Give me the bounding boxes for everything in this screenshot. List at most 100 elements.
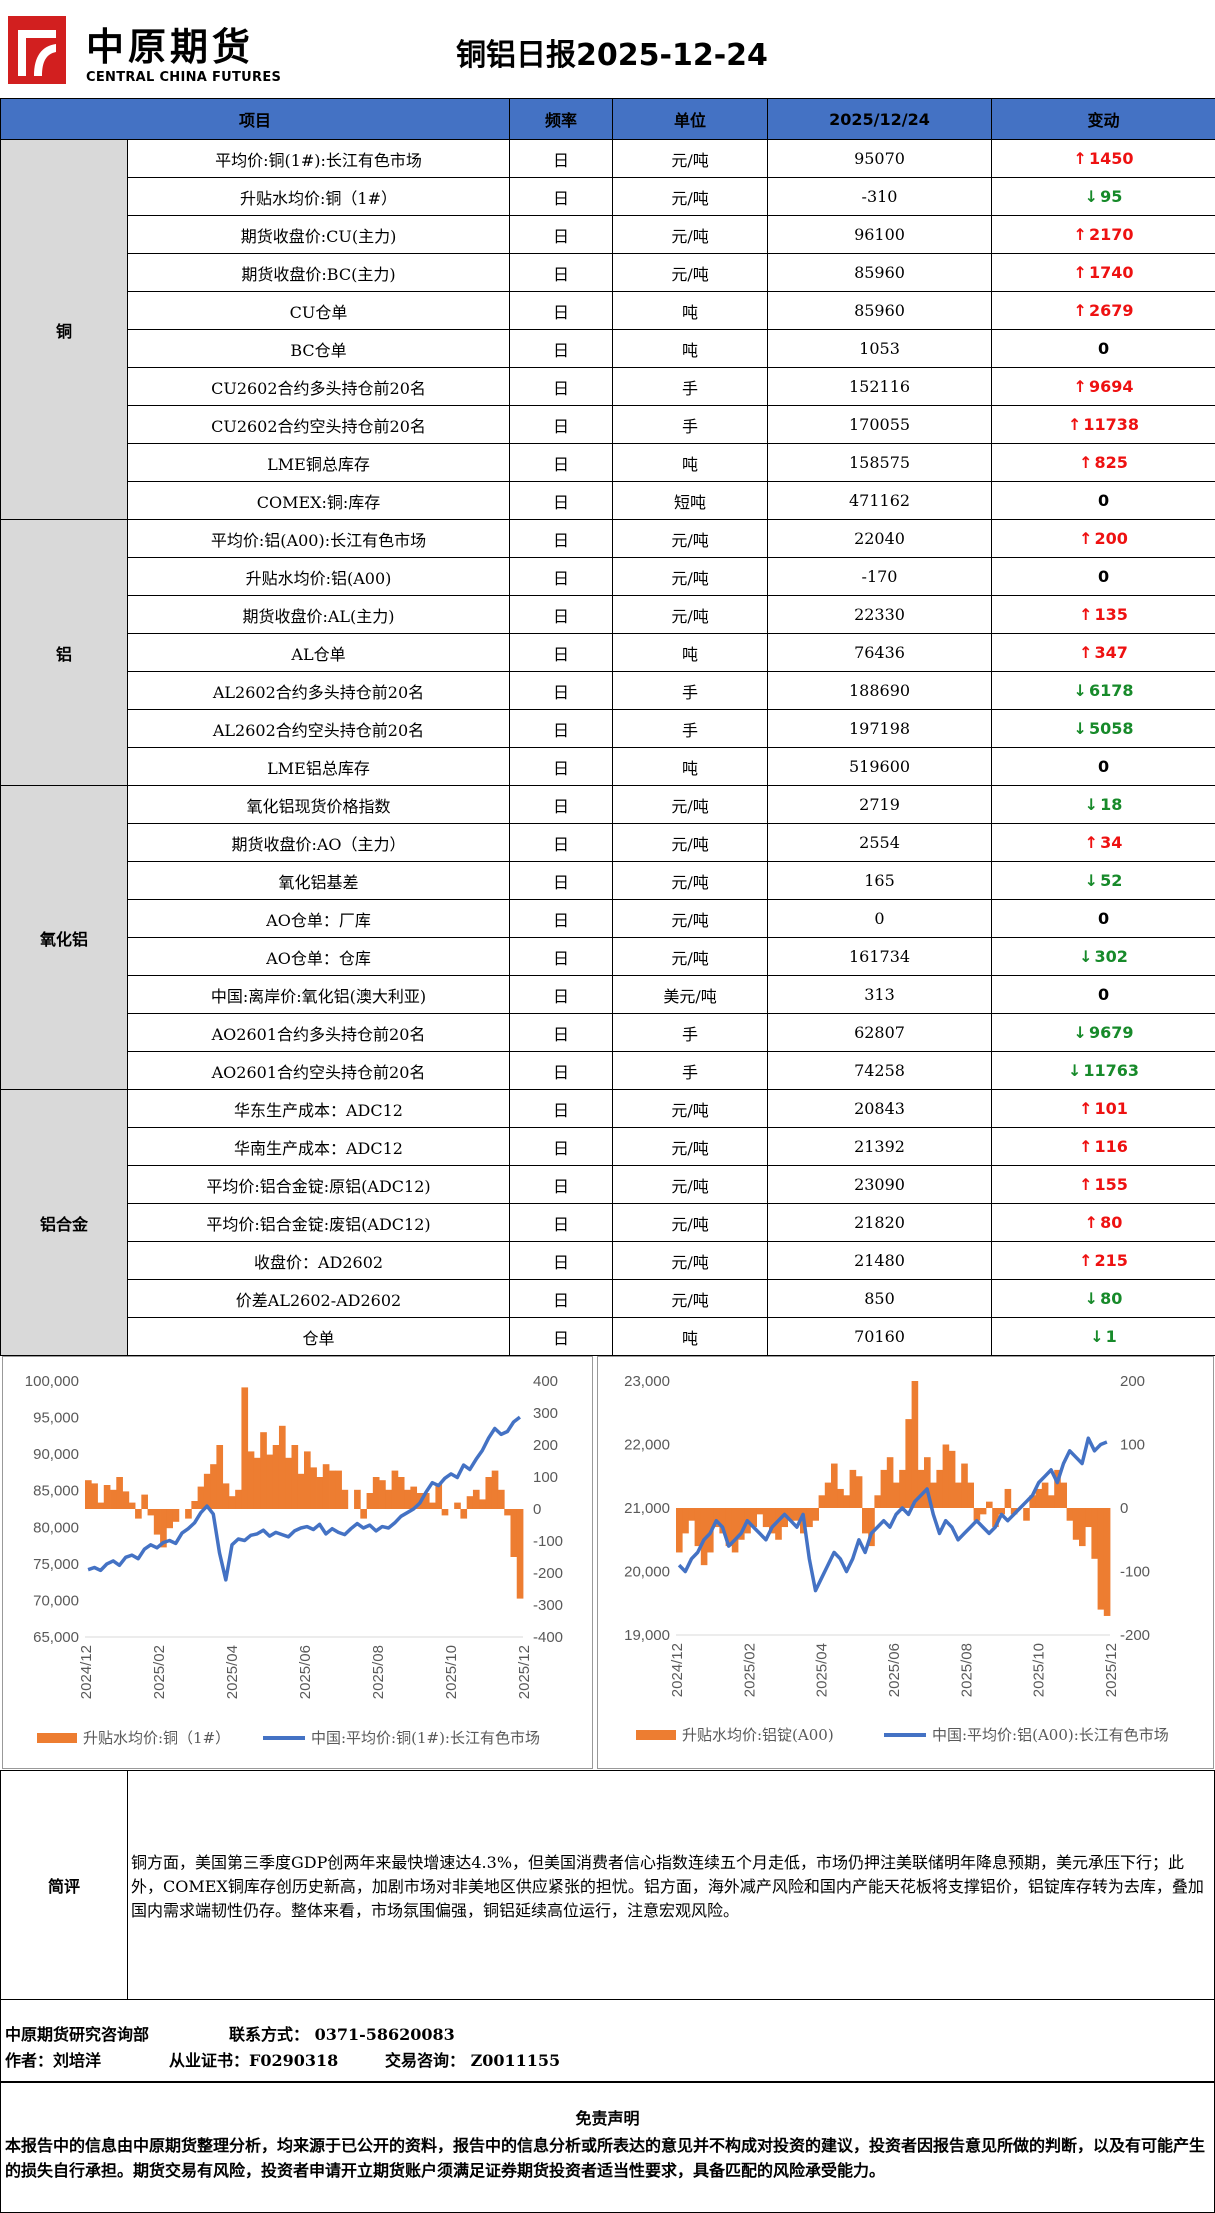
bar-mark: [272, 1445, 280, 1509]
disclaimer-text: 本报告中的信息由中原期货整理分析，均来源于已公开的资料，报告中的信息分析或所表达…: [5, 2136, 1206, 2180]
change-value: 135: [1094, 605, 1128, 624]
table-header-row: 项目 频率 单位 2025/12/24 变动: [0, 98, 1215, 140]
change-cell: ↑ 101: [991, 1089, 1215, 1128]
item-cell: 华南生产成本：ADC12: [126, 1127, 511, 1166]
x-tick-label: 2025/06: [886, 1643, 903, 1697]
change-cell: ↑ 347: [991, 633, 1215, 672]
item-cell: LME铝总库存: [126, 747, 511, 786]
logo-icon: [8, 16, 66, 84]
unit-cell: 元/吨: [612, 1279, 769, 1318]
bar-mark: [787, 1508, 795, 1521]
item-cell: 期货收盘价:CU(主力): [126, 215, 511, 254]
value-cell: 161734: [767, 937, 993, 976]
freq-cell: 日: [509, 709, 614, 748]
legend-label-line: 中国:平均价:铜(1#):长江有色市场: [311, 1729, 540, 1747]
bar-mark: [812, 1508, 819, 1521]
item-cell: AL2602合约多头持仓前20名: [126, 671, 511, 710]
bar-mark: [504, 1509, 511, 1516]
y-left-tick-label: 19,000: [624, 1627, 670, 1644]
unit-cell: 吨: [612, 747, 769, 786]
item-cell: 平均价:铜(1#):长江有色市场: [126, 139, 511, 178]
change-value: 302: [1094, 947, 1128, 966]
y-right-tick-label: -200: [1120, 1627, 1150, 1644]
bar-mark: [422, 1493, 430, 1509]
bar-mark: [930, 1482, 937, 1508]
commentary-label: 简评: [1, 1771, 128, 1999]
item-cell: AO2601合约多头持仓前20名: [126, 1013, 511, 1052]
change-cell: ↑ 200: [991, 519, 1215, 558]
change-value: 80: [1100, 1289, 1123, 1308]
bar-mark: [516, 1509, 524, 1599]
freq-cell: 日: [509, 557, 614, 596]
change-cell: ↑ 825: [991, 443, 1215, 482]
bar-mark: [905, 1419, 912, 1508]
item-cell: 仓单: [126, 1317, 511, 1356]
disclaimer-section: 免责声明 本报告中的信息由中原期货整理分析，均来源于已公开的资料，报告中的信息分…: [0, 2082, 1215, 2213]
x-tick-label: 2025/12: [516, 1645, 533, 1699]
change-cell: ↓ 302: [991, 937, 1215, 976]
contact-phone: 联系方式： 0371-58620083: [229, 2025, 455, 2044]
disclaimer-title: 免责声明: [575, 2109, 640, 2128]
bar-mark: [97, 1502, 105, 1509]
arrow-up-icon: ↑: [1067, 415, 1082, 434]
unit-cell: 手: [612, 1051, 769, 1090]
freq-cell: 日: [509, 405, 614, 444]
y-right-tick-label: -300: [533, 1597, 563, 1614]
change-cell: ↑ 11738: [991, 405, 1215, 444]
bar-mark: [472, 1489, 480, 1509]
bar-mark: [998, 1508, 1005, 1515]
item-cell: 中国:离岸价:氧化铝(澳大利亚): [126, 975, 511, 1014]
bar-mark: [247, 1451, 255, 1509]
change-value: 9679: [1088, 1023, 1134, 1042]
bar-mark: [479, 1499, 486, 1509]
freq-cell: 日: [509, 329, 614, 368]
unit-cell: 元/吨: [612, 519, 769, 558]
bar-mark: [404, 1489, 411, 1509]
value-cell: 170055: [767, 405, 993, 444]
table-row: CU仓单日吨 85960 ↑ 2679: [1, 291, 1215, 330]
arrow-up-icon: ↑: [1079, 453, 1093, 472]
change-cell: ↑ 2170: [991, 215, 1215, 254]
change-value: 0: [1097, 985, 1110, 1004]
change-cell: ↓ 6178: [991, 671, 1215, 710]
bar-mark: [1023, 1508, 1030, 1521]
bar-mark: [435, 1483, 443, 1509]
bar-mark: [216, 1445, 224, 1509]
change-value: 347: [1094, 643, 1128, 662]
bar-mark: [1066, 1508, 1074, 1521]
freq-cell: 日: [509, 937, 614, 976]
arrow-down-icon: ↓: [1079, 947, 1093, 966]
change-cell: ↑ 135: [991, 595, 1215, 634]
table-row: 中国:离岸价:氧化铝(澳大利亚) 日美元/吨 313 0: [1, 975, 1215, 1014]
change-value: 215: [1094, 1251, 1128, 1270]
bar-mark: [172, 1509, 180, 1522]
bar-mark: [1097, 1508, 1105, 1610]
col-header-date: 2025/12/24: [767, 98, 993, 140]
unit-cell: 美元/吨: [612, 975, 769, 1014]
bar-mark: [979, 1508, 987, 1515]
advisory-id: 交易咨询： Z0011155: [385, 2051, 561, 2070]
arrow-down-icon: ↓: [1084, 1289, 1099, 1308]
table-row: 平均价:铝合金锭:原铝(ADC12) 日元/吨 23090 ↑ 155: [1, 1165, 1215, 1204]
freq-cell: 日: [509, 1089, 614, 1128]
x-tick-label: 2024/12: [78, 1645, 95, 1699]
item-cell: 平均价:铝(A00):长江有色市场: [126, 519, 511, 558]
dept-name: 中原期货研究咨询部: [5, 2025, 150, 2044]
change-cell: ↓ 1: [991, 1317, 1215, 1356]
bar-mark: [818, 1495, 826, 1508]
freq-cell: 日: [509, 1317, 614, 1356]
unit-cell: 手: [612, 1013, 769, 1052]
category-cell: 铝: [0, 519, 128, 786]
arrow-up-icon: ↑: [1084, 1213, 1099, 1232]
value-cell: 70160: [767, 1317, 993, 1356]
change-value: 5058: [1088, 719, 1134, 738]
freq-cell: 日: [509, 595, 614, 634]
bar-mark: [322, 1464, 330, 1509]
freq-cell: 日: [509, 861, 614, 900]
bar-mark: [762, 1508, 770, 1528]
arrow-down-icon: ↓: [1067, 1061, 1082, 1080]
value-cell: 74258: [767, 1051, 993, 1090]
freq-cell: 日: [509, 1013, 614, 1052]
bar-mark: [1029, 1495, 1036, 1508]
freq-cell: 日: [509, 785, 614, 824]
